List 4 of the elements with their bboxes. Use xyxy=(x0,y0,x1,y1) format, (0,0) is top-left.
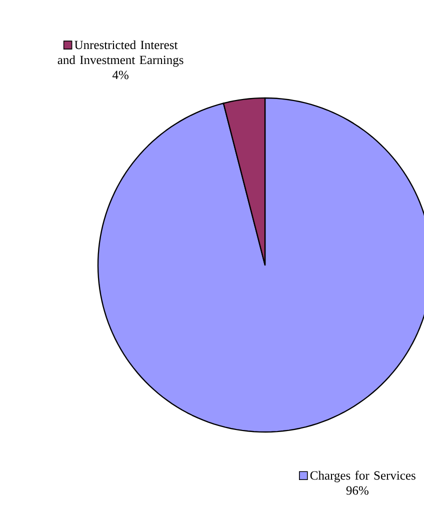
data-label: 4% xyxy=(112,70,128,80)
data-label: 96% xyxy=(346,486,368,495)
legend-label: Unrestricted Interest and Investment Earnings xyxy=(58,40,184,67)
legend-label: Charges for Services xyxy=(310,470,416,482)
